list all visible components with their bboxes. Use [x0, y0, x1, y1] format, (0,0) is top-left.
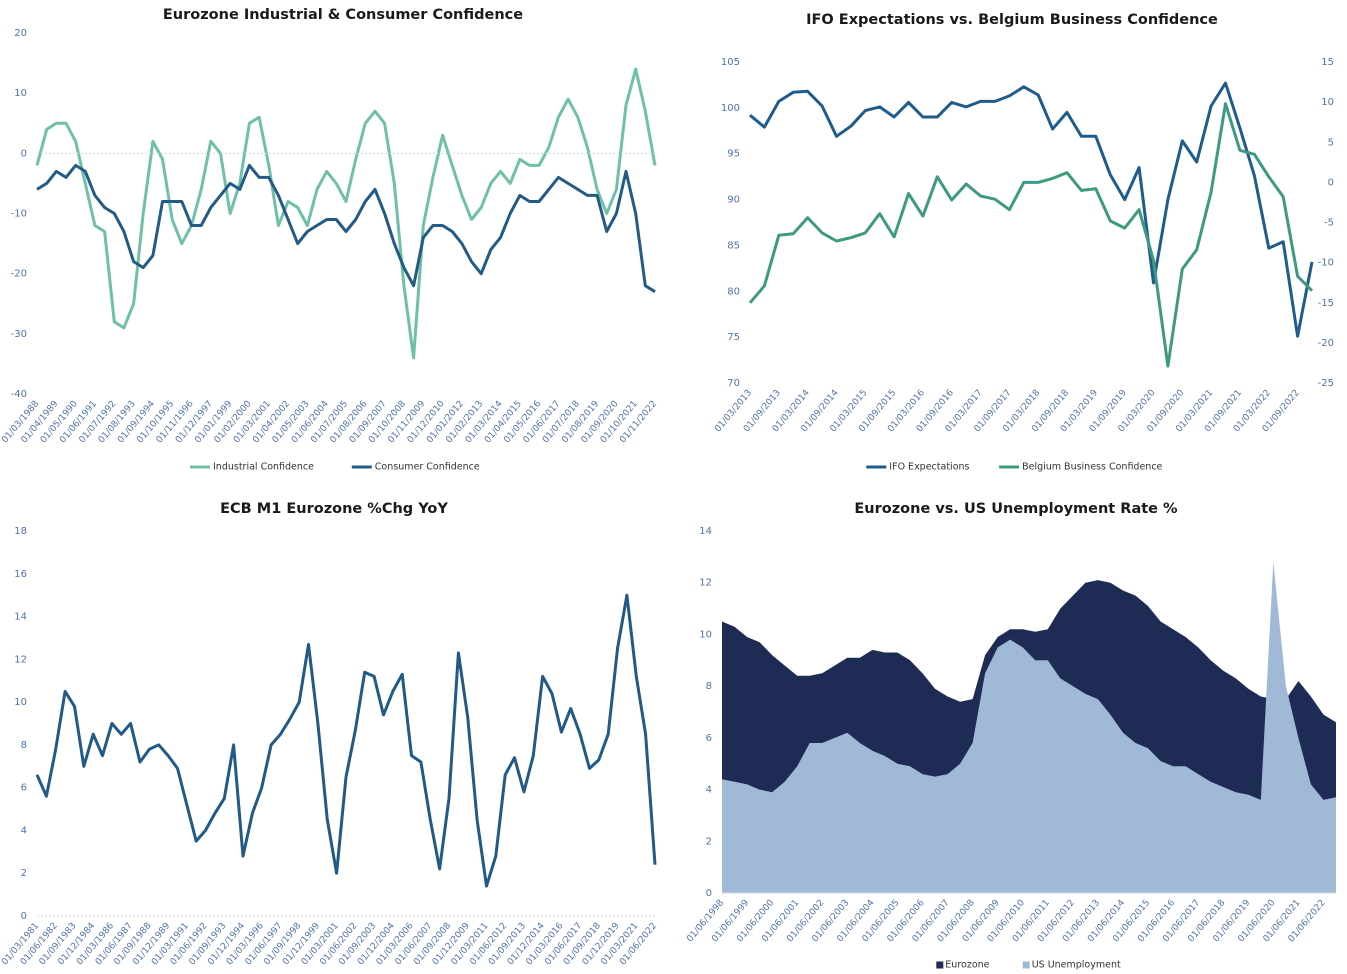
y-tick-label: 6 [21, 783, 27, 794]
y-tick-label: 14 [14, 612, 27, 623]
y-tick-label: 70 [727, 378, 740, 389]
y-tick-label: 95 [727, 149, 740, 160]
line [748, 102, 1314, 368]
legend-label: Belgium Business Confidence [1022, 462, 1162, 473]
y-tick-label: -20 [11, 269, 27, 280]
y-tick-label: 0 [21, 911, 27, 922]
y-tick-label: 90 [727, 195, 740, 206]
y2-tick-label: 10 [1321, 97, 1334, 108]
y-tick-label: -40 [11, 389, 27, 400]
legend-label: Eurozone [945, 960, 989, 971]
area [722, 562, 1336, 893]
y-tick-label: 6 [706, 733, 712, 744]
y-tick-label: 0 [706, 888, 712, 899]
y2-tick-label: -5 [1324, 218, 1334, 229]
y2-tick-label: 5 [1328, 137, 1334, 148]
y-tick-label: 75 [727, 332, 740, 343]
y-tick-label: 4 [706, 785, 712, 796]
legend-label: Industrial Confidence [213, 462, 314, 473]
legend-label: US Unemployment [1032, 960, 1121, 971]
y-tick-label: 10 [14, 88, 27, 99]
y2-tick-label: 15 [1321, 57, 1334, 68]
y2-tick-label: -10 [1318, 258, 1334, 269]
y-tick-label: -30 [11, 329, 27, 340]
y-tick-label: 2 [21, 868, 27, 879]
y-tick-label: 100 [721, 103, 740, 114]
y-tick-label: 2 [706, 836, 712, 847]
legend-swatch [1022, 961, 1030, 969]
chart-title: Eurozone vs. US Unemployment Rate % [854, 501, 1178, 517]
y2-tick-label: 0 [1328, 177, 1334, 188]
line [749, 81, 1314, 338]
y-tick-label: 10 [14, 697, 27, 708]
y-tick-label: 8 [706, 681, 712, 692]
y-tick-label: 14 [699, 526, 712, 537]
y2-tick-label: -20 [1318, 338, 1334, 349]
y-tick-label: 18 [14, 526, 27, 537]
y-tick-label: 20 [14, 28, 27, 39]
y-tick-label: 10 [699, 629, 712, 640]
y-tick-label: 105 [721, 57, 740, 68]
y-tick-label: 12 [699, 578, 712, 589]
y-tick-label: 8 [21, 740, 27, 751]
y2-tick-label: -25 [1318, 378, 1334, 389]
line [36, 163, 656, 293]
y-tick-label: -10 [11, 209, 27, 220]
y2-tick-label: -15 [1318, 298, 1334, 309]
y-tick-label: 80 [727, 286, 740, 297]
legend-swatch [936, 961, 944, 969]
y-tick-label: 4 [21, 825, 27, 836]
line [35, 67, 657, 360]
legend-label: Consumer Confidence [375, 462, 480, 473]
line [35, 593, 657, 888]
legend-label: IFO Expectations [889, 462, 969, 473]
chart-title: Eurozone Industrial & Consumer Confidenc… [163, 7, 523, 23]
y-tick-label: 85 [727, 240, 740, 251]
y-tick-label: 16 [14, 569, 27, 580]
y-tick-label: 12 [14, 654, 27, 665]
chart-title: IFO Expectations vs. Belgium Business Co… [806, 12, 1218, 28]
chart-title: ECB M1 Eurozone %Chg YoY [220, 501, 448, 517]
y-tick-label: 0 [21, 148, 27, 159]
